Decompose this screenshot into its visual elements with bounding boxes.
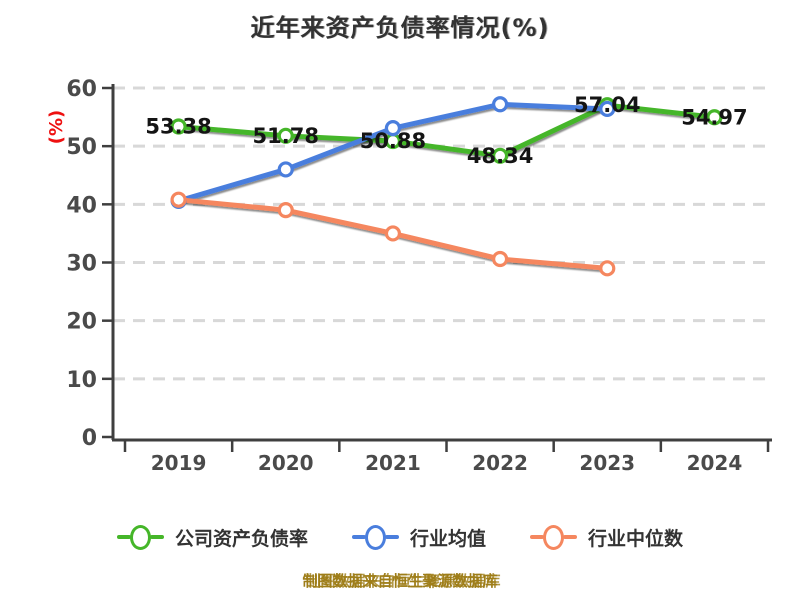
legend-marker-icon-industry-average — [351, 524, 399, 550]
y-axis-unit-label: (%) — [46, 110, 67, 145]
series-point-industry-median-2019 — [170, 191, 187, 208]
legend-item-company-debt-ratio: 公司资产负债率 — [116, 524, 308, 551]
series-point-industry-median-2022 — [491, 250, 509, 268]
legend-marker-icon-industry-median — [530, 524, 577, 550]
x-tick-label-2020: 2020 — [258, 451, 314, 475]
x-tick-label-2023: 2023 — [579, 451, 635, 475]
x-tick-label-2019: 2019 — [151, 451, 207, 475]
legend-marker-icon-company-debt-ratio — [116, 524, 164, 550]
series-point-industry-average-2020 — [277, 161, 294, 178]
legend-label-industry-median: 行业中位数 — [588, 527, 684, 550]
series-point-industry-median-2021 — [384, 225, 402, 242]
chart-title: 近年来资产负债率情况(%) — [250, 14, 550, 42]
legend-label-industry-average: 行业均值 — [409, 527, 486, 550]
y-tick-label-60: 60 — [66, 77, 97, 102]
x-tick-label-2022: 2022 — [472, 451, 528, 475]
data-label-company-debt-ratio-2019: 53.38 — [145, 115, 211, 139]
y-tick-label-10: 10 — [66, 368, 97, 393]
y-tick-label-40: 40 — [66, 193, 97, 218]
legend-label-company-debt-ratio: 公司资产负债率 — [174, 527, 308, 550]
series-point-company-debt-ratio-2024 — [706, 109, 723, 126]
data-label-company-debt-ratio-2022: 48.34 — [467, 144, 533, 168]
series-point-company-debt-ratio-2019 — [170, 118, 187, 135]
series-point-industry-average-2021 — [384, 120, 402, 137]
legend-item-industry-average: 行业均值 — [351, 524, 486, 551]
chart-legend: 公司资产负债率 行业均值 行业中位数 — [0, 513, 800, 561]
series-point-industry-average-2022 — [491, 96, 509, 113]
series-point-industry-median-2020 — [277, 202, 294, 219]
x-tick-label-2021: 2021 — [365, 451, 421, 475]
data-label-company-debt-ratio-2024: 54.97 — [681, 105, 747, 129]
series-point-company-debt-ratio-2022 — [491, 147, 509, 164]
y-tick-label-30: 30 — [66, 252, 97, 277]
legend-item-industry-median: 行业中位数 — [530, 524, 683, 551]
y-tick-label-0: 0 — [82, 426, 97, 451]
series-point-industry-median-2023 — [599, 260, 616, 277]
x-tick-label-2024: 2024 — [687, 451, 743, 475]
series-point-company-debt-ratio-2020 — [277, 127, 294, 144]
data-label-company-debt-ratio-2020: 51.78 — [253, 124, 319, 148]
line-chart-canvas: 0 10 20 30 40 50 60 2019 2020 2021 2022 2023 2024 (%)… — [46, 77, 772, 475]
data-label-company-debt-ratio-2023: 57.04 — [574, 93, 640, 117]
data-label-company-debt-ratio-2021: 50.88 — [360, 129, 426, 153]
series-point-industry-average-2023 — [599, 100, 616, 118]
series-line-company-debt-ratio — [176, 102, 717, 159]
y-tick-label-50: 50 — [66, 135, 97, 160]
y-tick-label-20: 20 — [66, 310, 97, 335]
chart-footer-source: 制图数据来自恒生聚源数据库 — [302, 572, 498, 590]
